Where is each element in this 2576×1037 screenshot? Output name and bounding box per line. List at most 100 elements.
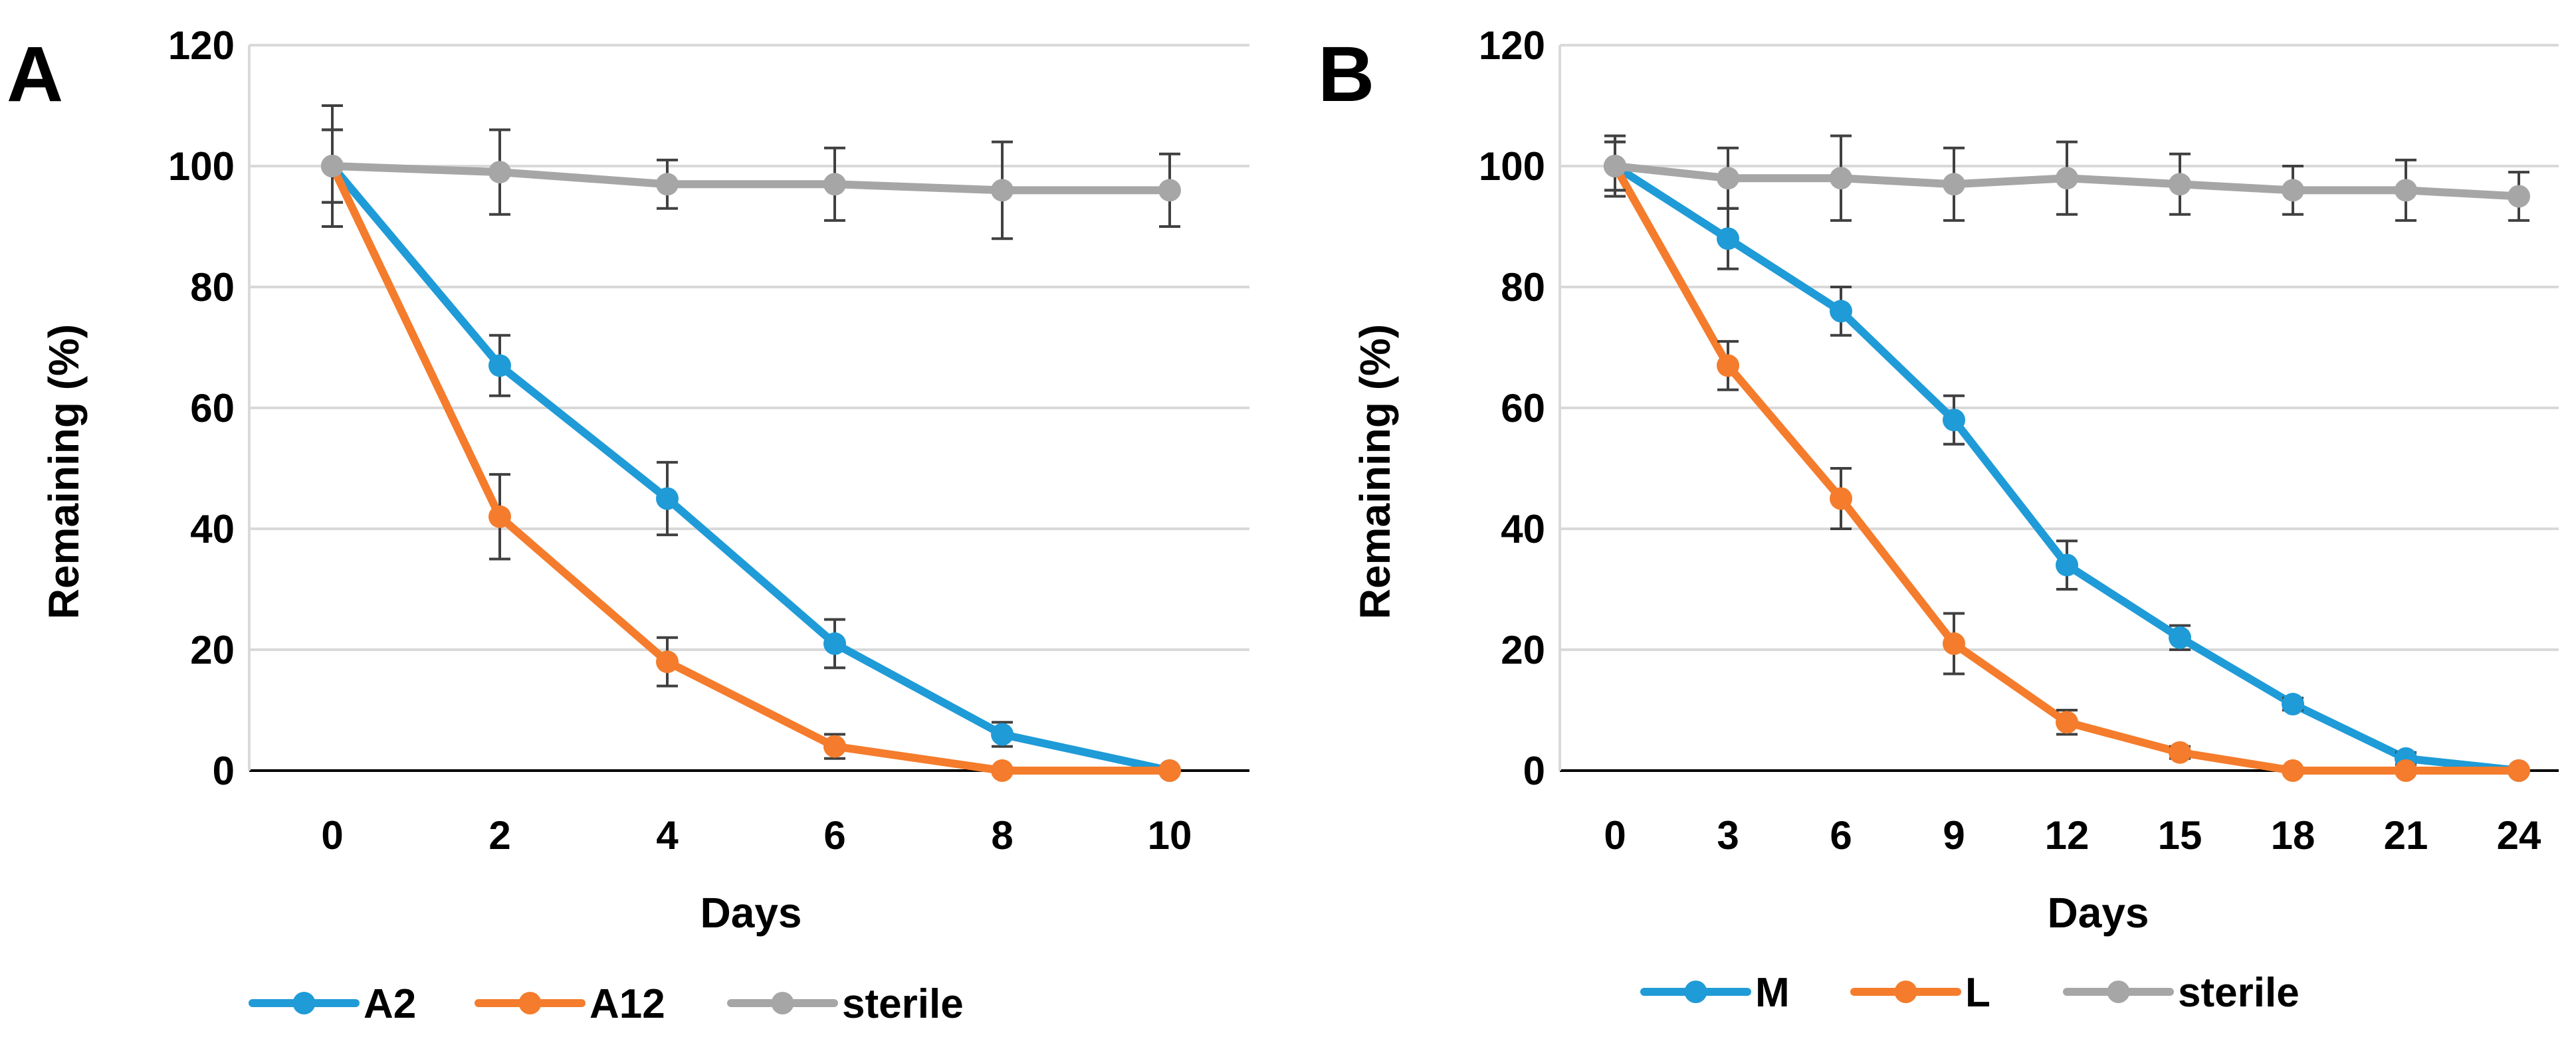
- y-tick-label: 120: [1479, 23, 1545, 68]
- data-point: [1943, 409, 1965, 432]
- x-tick-label: 10: [1148, 813, 1192, 858]
- y-tick-label: 0: [1523, 749, 1545, 793]
- data-point: [1717, 167, 1739, 190]
- data-point: [2169, 173, 2191, 196]
- data-point: [1943, 632, 1965, 655]
- data-point: [2056, 711, 2078, 734]
- x-tick-label: 0: [1604, 813, 1626, 858]
- data-point: [321, 155, 344, 177]
- y-tick-label: 100: [1479, 144, 1545, 189]
- data-point: [488, 354, 511, 377]
- legend: A2 A12 sterile: [249, 981, 964, 1027]
- data-point: [2056, 553, 2078, 577]
- y-tick-label: 20: [1501, 628, 1545, 672]
- gridlines: [1558, 44, 2559, 772]
- x-tick-label: 24: [2497, 813, 2541, 858]
- series-line: [328, 162, 1174, 775]
- x-tick-label: 8: [991, 813, 1013, 858]
- data-point: [1604, 155, 1626, 177]
- data-point: [2282, 759, 2304, 782]
- plot-area: [321, 104, 1181, 782]
- x-tick-label: 0: [321, 813, 343, 858]
- data-point: [823, 632, 846, 655]
- data-point: [488, 161, 511, 184]
- legend-marker: [292, 992, 316, 1014]
- series-sterile: [1604, 134, 2530, 222]
- series-A12: [321, 128, 1181, 782]
- data-point: [2282, 179, 2304, 202]
- x-tick-label: 3: [1717, 813, 1739, 858]
- data-point: [656, 650, 679, 674]
- legend-label: sterile: [842, 981, 964, 1027]
- legend-marker: [518, 992, 542, 1014]
- data-point: [2508, 185, 2530, 208]
- x-tick-label: 9: [1943, 813, 1965, 858]
- series-L: [1604, 140, 2530, 782]
- series-sterile: [321, 104, 1181, 240]
- data-point: [823, 735, 846, 758]
- legend-marker: [1684, 981, 1707, 1003]
- data-point: [1158, 179, 1181, 202]
- y-tick-label: 20: [190, 628, 235, 672]
- data-point: [488, 505, 511, 528]
- series-M: [1604, 140, 2530, 782]
- data-point: [1830, 300, 1852, 323]
- legend-item: M: [1640, 970, 1790, 1016]
- x-tick-label: 2: [488, 813, 510, 858]
- y-tick-label: 100: [168, 144, 235, 189]
- legend-item: L: [1850, 970, 1990, 1016]
- data-point: [1830, 167, 1852, 190]
- series-line: [328, 162, 1174, 195]
- legend-label: sterile: [2178, 970, 2300, 1016]
- x-tick-label: 12: [2045, 813, 2090, 858]
- x-axis-title: Days: [2048, 889, 2149, 937]
- data-point: [2169, 741, 2191, 764]
- data-point: [656, 173, 679, 196]
- y-tick-labels: 0 20 40 60 80 100 120: [1479, 23, 1545, 793]
- data-point: [2508, 759, 2530, 782]
- legend-marker: [2107, 981, 2130, 1003]
- x-tick-labels: 0 2 4 6 8 10: [321, 813, 1192, 858]
- x-tick-label: 6: [823, 813, 845, 858]
- x-tick-label: 18: [2271, 813, 2315, 858]
- legend-item: sterile: [727, 981, 964, 1027]
- y-tick-labels: 0 20 40 60 80 100 120: [168, 23, 235, 793]
- series-line: [328, 162, 1174, 775]
- gridlines: [248, 44, 1249, 772]
- data-point: [991, 723, 1014, 746]
- legend-marker: [771, 992, 794, 1014]
- y-tick-label: 120: [168, 23, 235, 68]
- y-tick-label: 40: [1501, 507, 1545, 551]
- x-tick-label: 4: [656, 813, 679, 858]
- data-point: [2395, 759, 2417, 782]
- x-tick-label: 15: [2158, 813, 2202, 858]
- legend-item: A12: [475, 981, 665, 1027]
- y-tick-label: 80: [190, 265, 235, 310]
- y-axis-title: Remaining (%): [40, 324, 88, 619]
- y-tick-label: 60: [1501, 386, 1545, 430]
- legend-item: sterile: [2063, 970, 2300, 1016]
- panel-label: A: [7, 31, 63, 118]
- y-tick-label: 80: [1501, 265, 1545, 310]
- y-tick-label: 60: [190, 386, 235, 430]
- data-point: [1830, 487, 1852, 510]
- series-A2: [321, 128, 1181, 782]
- panel-b: B 0 20 40 60 80 100 120 0 3 6 9 12 15 18 21 24 Remaini…: [1318, 23, 2559, 1016]
- data-point: [991, 179, 1014, 202]
- legend-marker: [1894, 981, 1917, 1003]
- data-point: [656, 487, 679, 510]
- panel-label: B: [1318, 31, 1374, 118]
- data-point: [1717, 354, 1739, 377]
- legend-label: M: [1755, 970, 1790, 1016]
- legend-label: A12: [590, 981, 665, 1027]
- data-point: [1717, 227, 1739, 250]
- x-tick-label: 21: [2384, 813, 2428, 858]
- data-point: [1943, 173, 1965, 196]
- data-point: [823, 173, 846, 196]
- legend-item: A2: [249, 981, 416, 1027]
- y-tick-label: 40: [190, 507, 235, 551]
- data-point: [2395, 179, 2417, 202]
